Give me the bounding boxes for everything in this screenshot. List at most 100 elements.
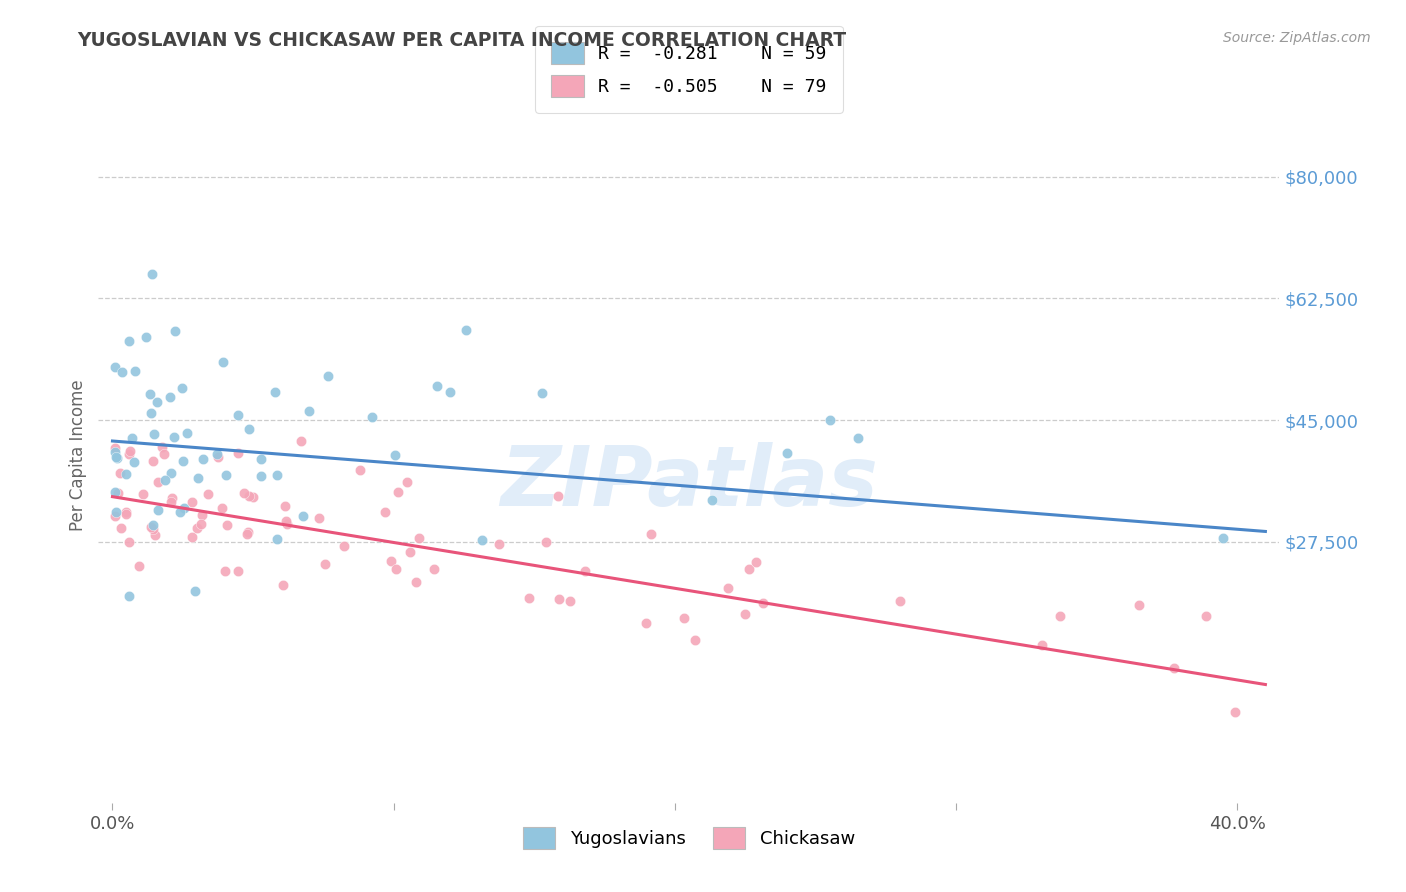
Point [207, 450, 229, 465]
Point [118, 334, 141, 349]
Point [104, 450, 127, 464]
Point [398, 545, 420, 559]
Point [264, 385, 287, 400]
Point [233, 486, 256, 500]
Point [143, 528, 166, 542]
Text: ZIPatlas: ZIPatlas [501, 442, 877, 524]
Point [1128, 598, 1150, 612]
Point [818, 413, 841, 427]
Point [640, 527, 662, 541]
Point [211, 500, 233, 515]
Point [249, 469, 271, 483]
Point [846, 431, 869, 445]
Point [673, 611, 696, 625]
Point [226, 408, 249, 422]
Point [139, 406, 162, 420]
Point [191, 508, 214, 523]
Point [236, 524, 259, 539]
Point [250, 452, 273, 467]
Point [172, 454, 194, 468]
Point [118, 534, 141, 549]
Point [163, 324, 186, 338]
Point [104, 442, 127, 456]
Point [128, 559, 150, 574]
Point [115, 467, 138, 482]
Point [384, 562, 406, 576]
Point [186, 521, 208, 535]
Point [150, 441, 173, 455]
Point [104, 508, 127, 523]
Point [488, 537, 510, 551]
Point [159, 390, 181, 404]
Point [737, 562, 759, 576]
Point [1163, 661, 1185, 675]
Point [115, 508, 138, 522]
Point [745, 555, 768, 569]
Point [226, 445, 249, 459]
Point [181, 495, 204, 509]
Point [547, 489, 569, 503]
Point [274, 499, 297, 513]
Point [105, 505, 128, 519]
Point [558, 594, 581, 608]
Point [734, 607, 756, 622]
Point [217, 518, 239, 533]
Point [395, 475, 418, 489]
Point [266, 532, 288, 546]
Point [211, 355, 233, 369]
Point [107, 486, 129, 500]
Point [700, 493, 723, 508]
Point [316, 368, 339, 383]
Point [408, 531, 430, 545]
Point [153, 473, 176, 487]
Point [139, 519, 162, 533]
Point [160, 491, 183, 505]
Point [349, 463, 371, 477]
Legend: Yugoslavians, Chickasaw: Yugoslavians, Chickasaw [509, 813, 869, 863]
Point [276, 517, 298, 532]
Point [1223, 705, 1246, 719]
Point [214, 564, 236, 578]
Point [1212, 531, 1234, 545]
Point [384, 448, 406, 462]
Point [308, 511, 330, 525]
Point [361, 409, 384, 424]
Point [636, 616, 658, 631]
Point [139, 387, 162, 401]
Point [181, 530, 204, 544]
Point [197, 487, 219, 501]
Point [1031, 638, 1053, 652]
Point [190, 517, 212, 532]
Point [176, 425, 198, 440]
Point [132, 487, 155, 501]
Point [118, 444, 141, 458]
Point [124, 455, 146, 469]
Point [333, 540, 356, 554]
Point [115, 505, 138, 519]
Point [111, 365, 134, 379]
Point [776, 446, 799, 460]
Point [405, 574, 427, 589]
Point [191, 451, 214, 466]
Point [187, 471, 209, 485]
Point [683, 633, 706, 648]
Point [143, 427, 166, 442]
Point [266, 468, 288, 483]
Point [717, 581, 740, 595]
Y-axis label: Per Capita Income: Per Capita Income [69, 379, 87, 531]
Point [471, 533, 494, 547]
Point [142, 454, 165, 468]
Text: Source: ZipAtlas.com: Source: ZipAtlas.com [1223, 31, 1371, 45]
Point [423, 562, 446, 576]
Point [238, 489, 260, 503]
Text: YUGOSLAVIAN VS CHICKASAW PER CAPITA INCOME CORRELATION CHART: YUGOSLAVIAN VS CHICKASAW PER CAPITA INCO… [77, 31, 846, 50]
Point [274, 514, 297, 528]
Point [124, 364, 146, 378]
Point [108, 467, 131, 481]
Point [517, 591, 540, 606]
Point [104, 360, 127, 375]
Point [889, 594, 911, 608]
Point [141, 267, 163, 281]
Point [426, 379, 449, 393]
Point [159, 494, 181, 508]
